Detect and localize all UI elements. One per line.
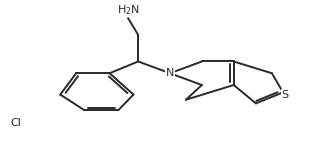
Text: H$_2$N: H$_2$N [117,3,140,17]
Text: Cl: Cl [11,118,22,128]
Text: H$_2$N: H$_2$N [117,3,140,17]
Text: S: S [282,90,289,100]
Text: S: S [282,90,289,100]
Text: N: N [166,68,174,78]
Text: Cl: Cl [11,118,22,128]
Text: N: N [166,68,174,78]
